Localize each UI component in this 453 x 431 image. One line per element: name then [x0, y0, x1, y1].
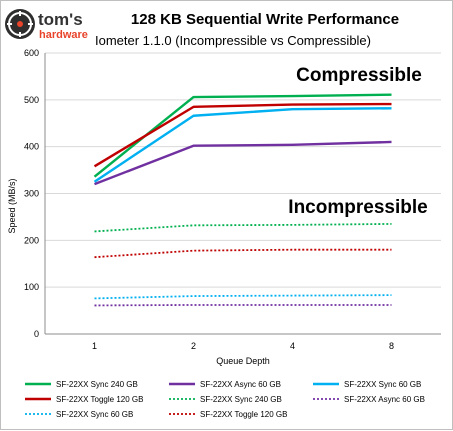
x-tick-labels: 1 2 4 8	[92, 341, 394, 351]
y-tick-label: 600	[24, 48, 39, 58]
annotation-compressible: Compressible	[296, 65, 422, 86]
y-tick-labels: 0 100 200 300 400 500 600	[24, 48, 39, 339]
series-line	[95, 250, 392, 257]
logo-brand: tom's	[38, 10, 83, 29]
legend-label: SF-22XX Toggle 120 GB	[200, 410, 287, 419]
y-tick-label: 300	[24, 189, 39, 199]
series-line	[95, 142, 392, 184]
x-tick-label: 2	[191, 341, 196, 351]
chart-title: 128 KB Sequential Write Performance	[131, 11, 399, 28]
legend-label: SF-22XX Async 60 GB	[200, 380, 281, 389]
legend: SF-22XX Sync 240 GB SF-22XX Async 60 GB SF…	[25, 380, 425, 419]
series-line	[95, 295, 392, 298]
legend-label: SF-22XX Async 60 GB	[344, 395, 425, 404]
y-tick-label: 500	[24, 95, 39, 105]
x-tick-label: 1	[92, 341, 97, 351]
x-tick-label: 8	[389, 341, 394, 351]
logo: tom's hardware	[5, 9, 88, 41]
y-axis-title: Speed (MB/s)	[7, 178, 17, 233]
y-tick-label: 400	[24, 142, 39, 152]
series-line	[95, 95, 392, 177]
legend-label: SF-22XX Sync 240 GB	[200, 395, 282, 404]
x-axis-title: Queue Depth	[216, 356, 270, 366]
annotation-incompressible: Incompressible	[288, 197, 427, 218]
logo-sub: hardware	[39, 29, 88, 41]
legend-label: SF-22XX Sync 60 GB	[344, 380, 421, 389]
series-line	[95, 224, 392, 231]
legend-label: SF-22XX Sync 60 GB	[56, 410, 133, 419]
legend-label: SF-22XX Toggle 120 GB	[56, 395, 143, 404]
y-tick-label: 0	[34, 329, 39, 339]
y-tick-label: 200	[24, 235, 39, 245]
y-tick-label: 100	[24, 282, 39, 292]
chart-subtitle: Iometer 1.1.0 (Incompressible vs Compres…	[95, 33, 371, 48]
x-tick-label: 4	[290, 341, 295, 351]
legend-label: SF-22XX Sync 240 GB	[56, 380, 138, 389]
